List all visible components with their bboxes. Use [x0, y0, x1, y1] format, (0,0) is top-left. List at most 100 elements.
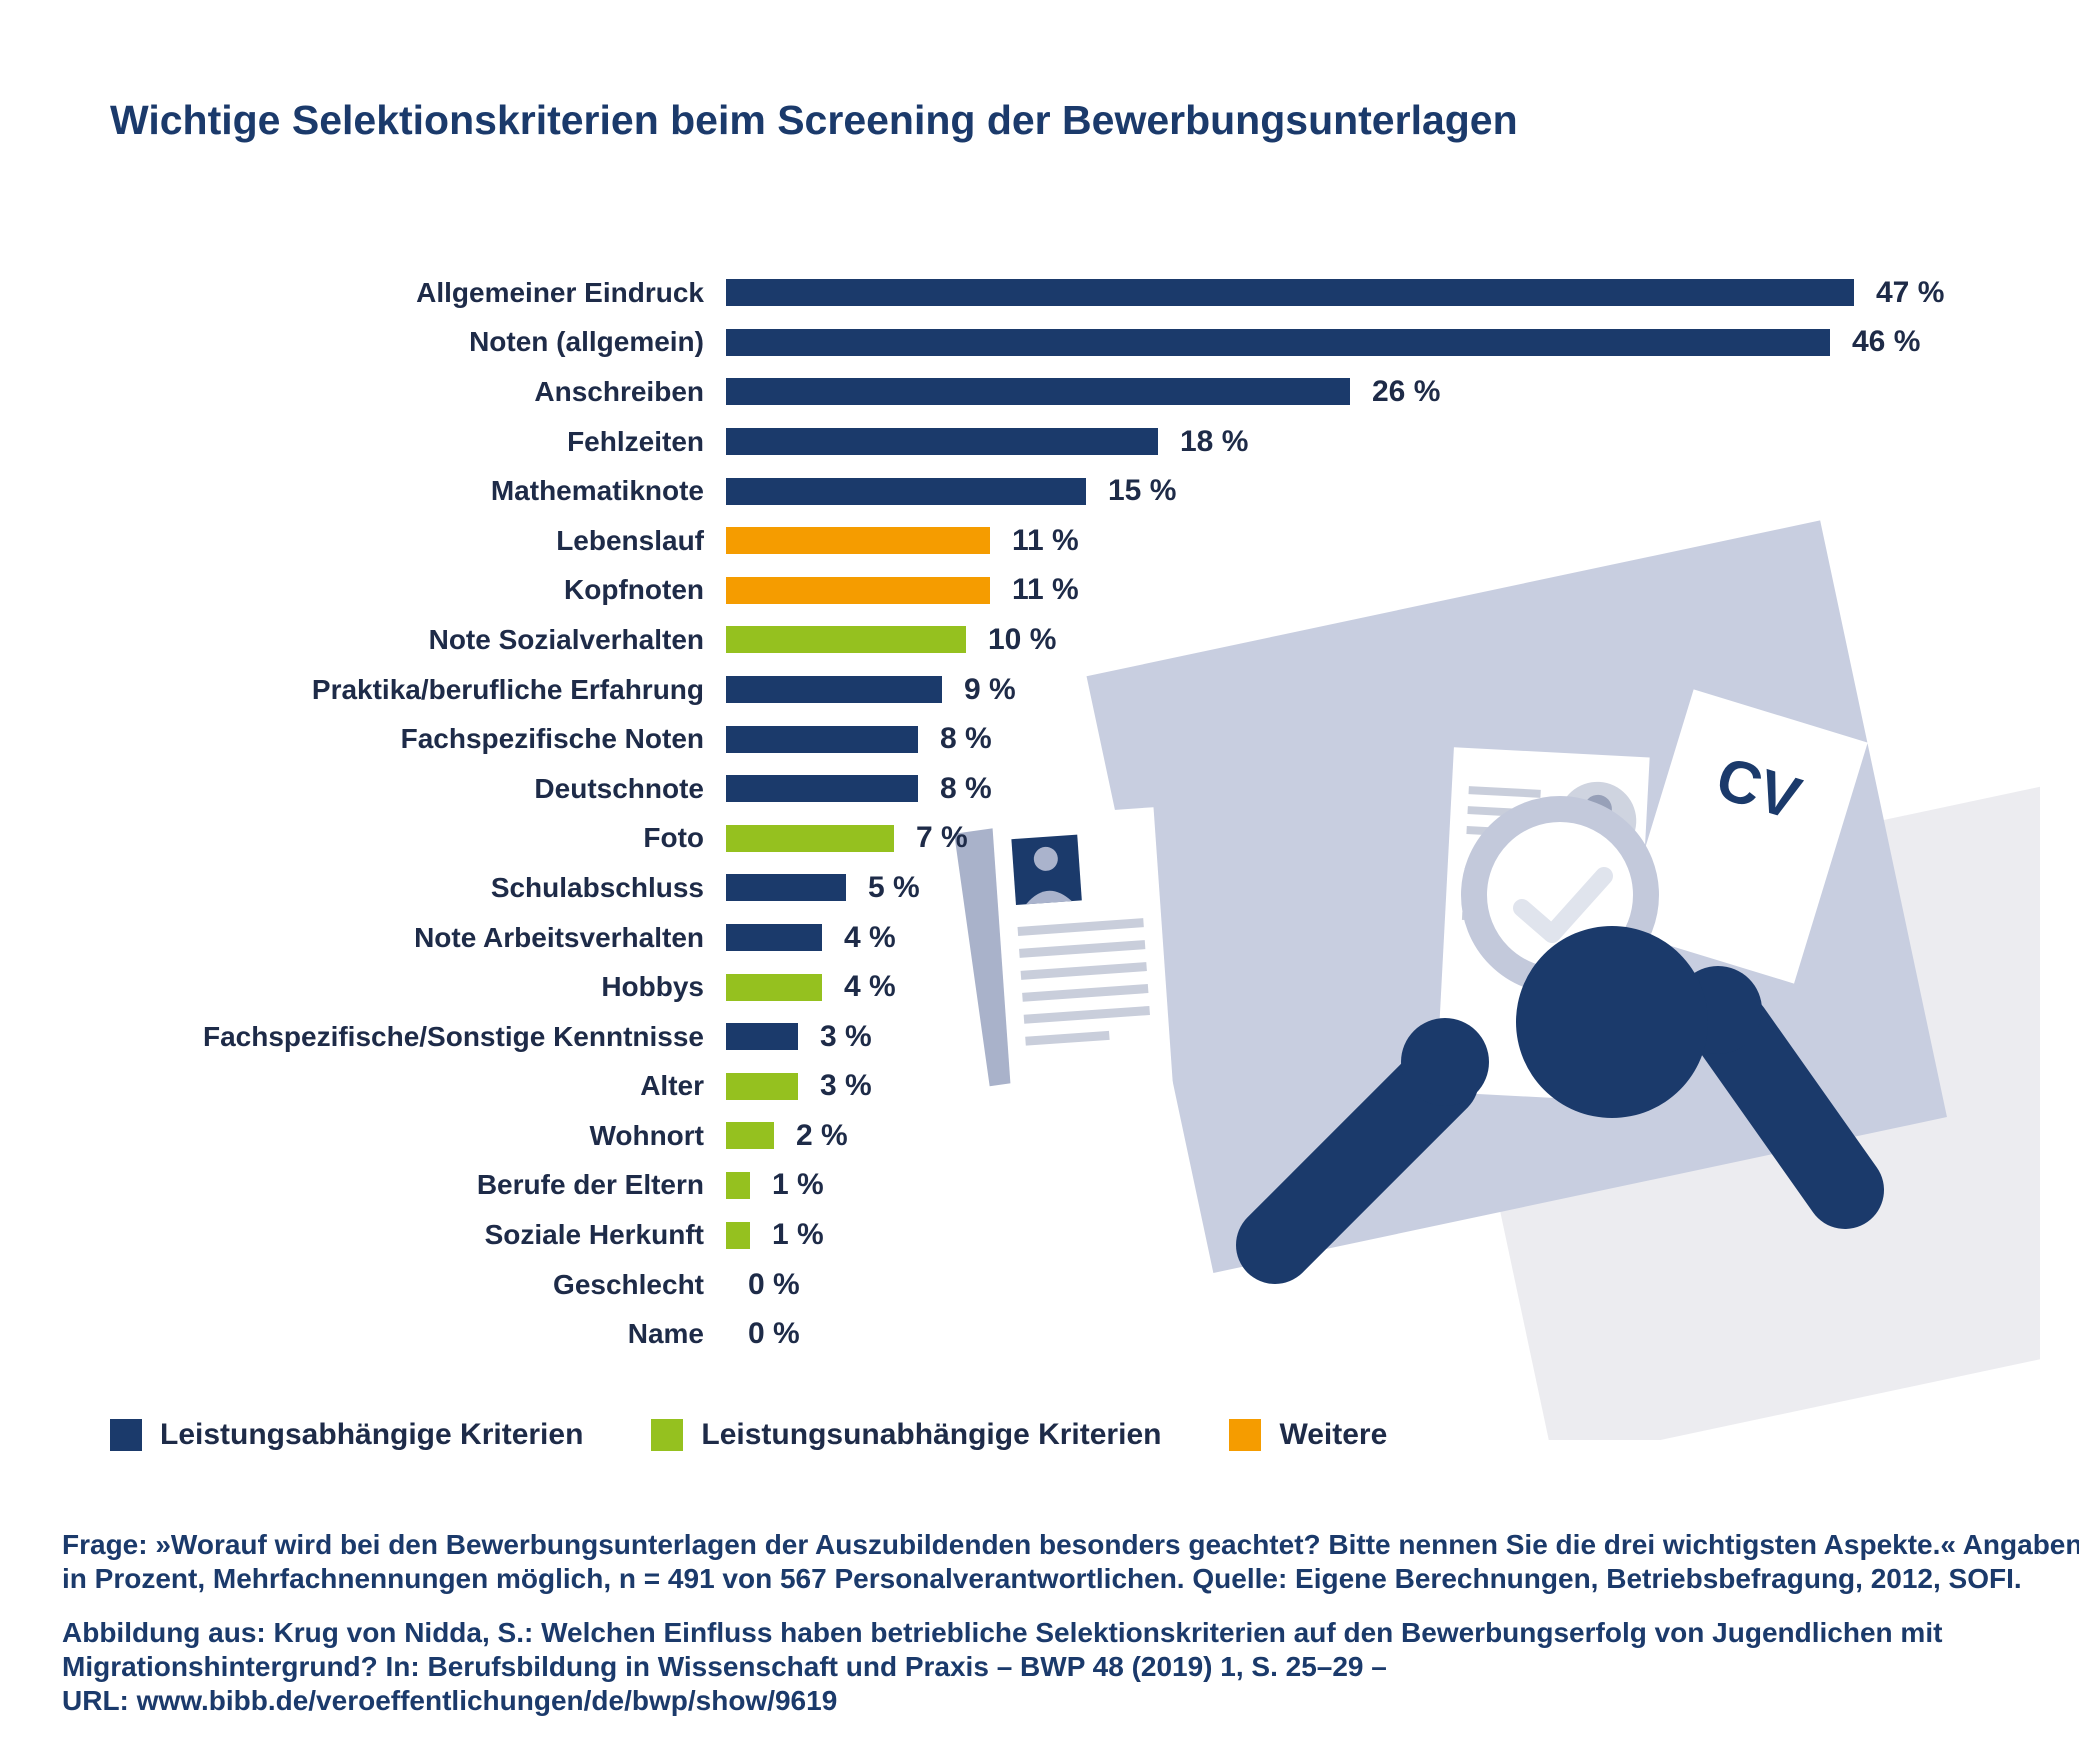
bar-row: Mathematiknote 15 %: [108, 466, 1944, 516]
legend-swatch: [651, 1419, 684, 1451]
value-label: 0 %: [748, 1267, 800, 1301]
bar-row: Lebenslauf 11 %: [108, 516, 1944, 566]
value-label: 9 %: [964, 672, 1016, 706]
legend-label: Weitere: [1279, 1418, 1388, 1451]
bar: [726, 328, 1830, 356]
value-label: 26 %: [1372, 374, 1441, 408]
legend-label: Leistungsunabhängige Kriterien: [701, 1418, 1162, 1451]
bar: [726, 1023, 798, 1051]
bar-row: Geschlecht 0 %: [108, 1260, 1944, 1310]
value-label: 3 %: [820, 1019, 872, 1053]
category-label: Berufe der Eltern: [476, 1169, 704, 1201]
legend-item-non-performance: Leistungsunabhängige Kriterien: [651, 1418, 1161, 1452]
category-label: Lebenslauf: [556, 524, 704, 556]
bar-row: Berufe der Eltern 1 %: [108, 1161, 1944, 1211]
legend-item-performance: Leistungsabhängige Kriterien: [110, 1418, 583, 1452]
bar: [726, 428, 1158, 456]
footer-line: Abbildung aus: Krug von Nidda, S.: Welch…: [62, 1617, 1943, 1648]
bar: [726, 725, 918, 753]
bar: [726, 874, 846, 902]
legend-label: Leistungsabhängige Kriterien: [160, 1418, 584, 1451]
bar-row: Alter 3 %: [108, 1062, 1944, 1112]
value-label: 47 %: [1876, 275, 1945, 309]
bar: [726, 626, 966, 654]
applicant-screening-illustration: CV: [954, 520, 2040, 1440]
category-label: Schulabschluss: [490, 871, 704, 903]
value-label: 4 %: [844, 920, 896, 954]
bar-row: Note Sozialverhalten 10 %: [108, 615, 1944, 665]
category-label: Kopfnoten: [564, 574, 704, 606]
value-label: 15 %: [1108, 474, 1177, 508]
bar-row: Name 0 %: [108, 1309, 1944, 1359]
bar-row: Deutschnote 8 %: [108, 764, 1944, 814]
recruiter-figure: [1236, 926, 1884, 1284]
cv-document: CV: [1619, 689, 1868, 984]
bar: [726, 279, 1854, 307]
bar-row: Wohnort 2 %: [108, 1111, 1944, 1161]
category-label: Soziale Herkunft: [484, 1219, 704, 1251]
legend: Leistungsabhängige Kriterien Leistungsun…: [110, 1418, 1455, 1452]
value-label: 11 %: [1012, 573, 1079, 607]
bar: [726, 378, 1350, 406]
bar: [726, 824, 894, 852]
footer-line: Migrationshintergrund? In: Berufsbildung…: [62, 1651, 1387, 1682]
bar-row: Fachspezifische Noten 8 %: [108, 714, 1944, 764]
category-label: Fachspezifische/Sonstige Kenntnisse: [202, 1020, 704, 1052]
bar-row: Schulabschluss 5 %: [108, 863, 1944, 913]
bar-row: Hobbys 4 %: [108, 962, 1944, 1012]
category-label: Wohnort: [589, 1119, 704, 1151]
category-label: Praktika/berufliche Erfahrung: [311, 673, 704, 705]
category-label: Note Arbeitsverhalten: [414, 921, 704, 953]
category-label: Alter: [640, 1070, 704, 1102]
bar-row: Fehlzeiten 18 %: [108, 417, 1944, 467]
value-label: 11 %: [1012, 523, 1079, 557]
footer-question-paragraph: Frage: »Worauf wird bei den Bewerbungsun…: [62, 1528, 2079, 1596]
category-label: Anschreiben: [534, 375, 704, 407]
value-label: 8 %: [940, 722, 992, 756]
bar: [726, 576, 990, 604]
left-hand: [1401, 1018, 1489, 1106]
bar: [726, 973, 822, 1001]
category-label: Noten (allgemein): [469, 326, 704, 358]
value-label: 3 %: [820, 1069, 872, 1103]
bar-row: Soziale Herkunft 1 %: [108, 1210, 1944, 1260]
bar-row: Kopfnoten 11 %: [108, 566, 1944, 616]
category-label: Mathematiknote: [490, 475, 704, 507]
category-label: Allgemeiner Eindruck: [416, 276, 704, 308]
category-label: Foto: [643, 822, 704, 854]
bar-row: Note Arbeitsverhalten 4 %: [108, 913, 1944, 963]
value-label: 1 %: [772, 1168, 824, 1202]
bar: [726, 527, 990, 555]
page-title: Wichtige Selektionskriterien beim Screen…: [110, 97, 1518, 144]
value-label: 7 %: [916, 821, 968, 855]
bar-rows: Allgemeiner Eindruck 47 % Noten (allgemein…: [108, 268, 1944, 1359]
bar-row: Anschreiben 26 %: [108, 367, 1944, 417]
bar: [726, 1072, 798, 1100]
category-label: Hobbys: [601, 971, 704, 1003]
bar: [726, 676, 942, 704]
left-arm: [1236, 1041, 1479, 1284]
footer-url: URL: www.bibb.de/veroeffentlichungen/de/…: [62, 1685, 838, 1716]
bar: [726, 1221, 750, 1249]
category-label: Deutschnote: [534, 772, 704, 804]
bar: [726, 1122, 774, 1150]
value-label: 4 %: [844, 970, 896, 1004]
value-label: 10 %: [988, 622, 1057, 656]
bar: [726, 775, 918, 803]
value-label: 46 %: [1852, 325, 1921, 359]
head: [1516, 926, 1708, 1118]
bar-row: Fachspezifische/Sonstige Kenntnisse 3 %: [108, 1012, 1944, 1062]
right-arm: [1693, 991, 1884, 1229]
footer-line: in Prozent, Mehrfachnennungen möglich, n…: [62, 1563, 2022, 1594]
category-label: Fachspezifische Noten: [400, 723, 704, 755]
value-label: 5 %: [868, 870, 920, 904]
footer-source-paragraph: Abbildung aus: Krug von Nidda, S.: Welch…: [62, 1616, 2042, 1718]
bar-row: Foto 7 %: [108, 814, 1944, 864]
legend-swatch: [110, 1419, 142, 1451]
bar: [726, 1171, 750, 1199]
value-label: 1 %: [772, 1218, 824, 1252]
bar-row: Praktika/berufliche Erfahrung 9 %: [108, 665, 1944, 715]
application-document-left: [991, 807, 1174, 1104]
category-label: Name: [627, 1318, 704, 1350]
legend-item-other: Weitere: [1229, 1418, 1387, 1452]
